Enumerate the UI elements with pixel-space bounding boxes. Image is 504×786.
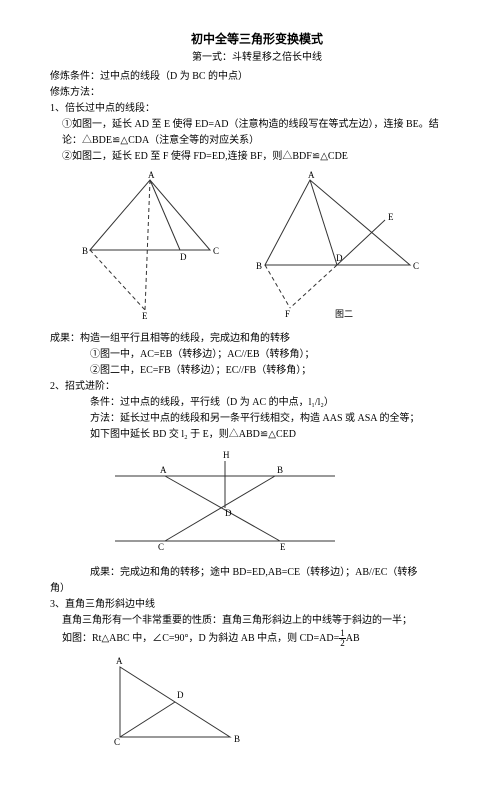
- result-item-1: ①图一中，AC=EB（转移边）；AC//EB（转移角）；: [50, 347, 464, 362]
- svg-text:D: D: [180, 252, 187, 262]
- svg-text:B: B: [234, 734, 240, 744]
- result-heading: 成果：构造一组平行且相等的线段，完成边和角的转移: [50, 331, 464, 346]
- section-1-heading: 1、倍长过中点的线段：: [50, 101, 464, 116]
- figure-3: H A B C D E: [110, 446, 464, 561]
- svg-text:C: C: [114, 737, 120, 747]
- section-2-condition: 条件：过中点的线段，平行线（D 为 AC 的中点，l₁/l₂）: [50, 395, 464, 410]
- condition-text: 修炼条件：过中点的线段（D 为 BC 的中点）: [50, 69, 464, 84]
- svg-text:C: C: [413, 261, 419, 271]
- svg-text:D: D: [177, 690, 184, 700]
- section-3-text-2b: AB: [346, 633, 360, 644]
- svg-text:D: D: [225, 508, 232, 518]
- svg-text:A: A: [308, 170, 315, 180]
- section-3-text-2a: 如图：Rt△ABC 中，∠C=90°，D 为斜边 AB 中点，则 CD=AD=: [62, 633, 339, 644]
- section-2-result: 成果：完成边和角的转移；途中 BD=ED,AB=CE（转移边）；AB//EC（转…: [50, 565, 464, 580]
- svg-text:E: E: [280, 542, 286, 552]
- section-1-item-1b: 论：△BDE≌△CDA（注意全等的对应关系）: [50, 133, 464, 148]
- section-3-text-1: 直角三角形有一个非常重要的性质：直角三角形斜边上的中线等于斜边的一半；: [50, 613, 464, 628]
- section-1-item-2: ②如图二，延长 ED 至 F 使得 FD=ED,连接 BF，则△BDF≌△CDE: [50, 149, 464, 164]
- svg-text:F: F: [285, 309, 290, 319]
- section-2-method: 方法：延长过中点的线段和另一条平行线相交，构造 AAS 或 ASA 的全等；: [50, 411, 464, 426]
- section-2-example: 如下图中延长 BD 交 l₂ 于 E，则△ABD≌△CED: [50, 427, 464, 442]
- svg-text:D: D: [336, 253, 343, 263]
- section-1-item-1: ①如图一，延长 AD 至 E 使得 ED=AD（注意构造的线段写在等式左边），连…: [50, 117, 464, 132]
- section-3-text-2: 如图：Rt△ABC 中，∠C=90°，D 为斜边 AB 中点，则 CD=AD=1…: [50, 629, 464, 648]
- svg-text:B: B: [277, 465, 283, 475]
- method-heading: 修炼方法：: [50, 85, 464, 100]
- figure-2-label: 图二: [335, 309, 353, 319]
- svg-text:C: C: [158, 542, 164, 552]
- svg-text:A: A: [160, 465, 167, 475]
- svg-text:A: A: [116, 656, 123, 666]
- section-2-result-b: 角）: [50, 581, 464, 596]
- svg-text:E: E: [388, 212, 394, 222]
- page-title: 初中全等三角形变换模式: [50, 30, 464, 48]
- figures-row-1: A B C D E A B C D E F: [50, 170, 464, 325]
- svg-text:H: H: [223, 450, 230, 460]
- section-2-heading: 2、招式进阶：: [50, 379, 464, 394]
- section-3-heading: 3、直角三角形斜边中线: [50, 597, 464, 612]
- result-item-2: ②图二中，EC=FB（转移边）；EC//FB（转移角）；: [50, 363, 464, 378]
- svg-text:A: A: [148, 170, 155, 180]
- svg-text:C: C: [213, 246, 219, 256]
- svg-text:E: E: [142, 311, 148, 320]
- figure-1: A B C D E: [80, 170, 220, 325]
- svg-text:B: B: [82, 246, 88, 256]
- svg-text:B: B: [256, 261, 262, 271]
- figure-4: A B C D: [110, 652, 464, 752]
- figure-2: A B C D E F 图二: [250, 170, 420, 325]
- page-subtitle: 第一式：斗转星移之倍长中线: [50, 50, 464, 65]
